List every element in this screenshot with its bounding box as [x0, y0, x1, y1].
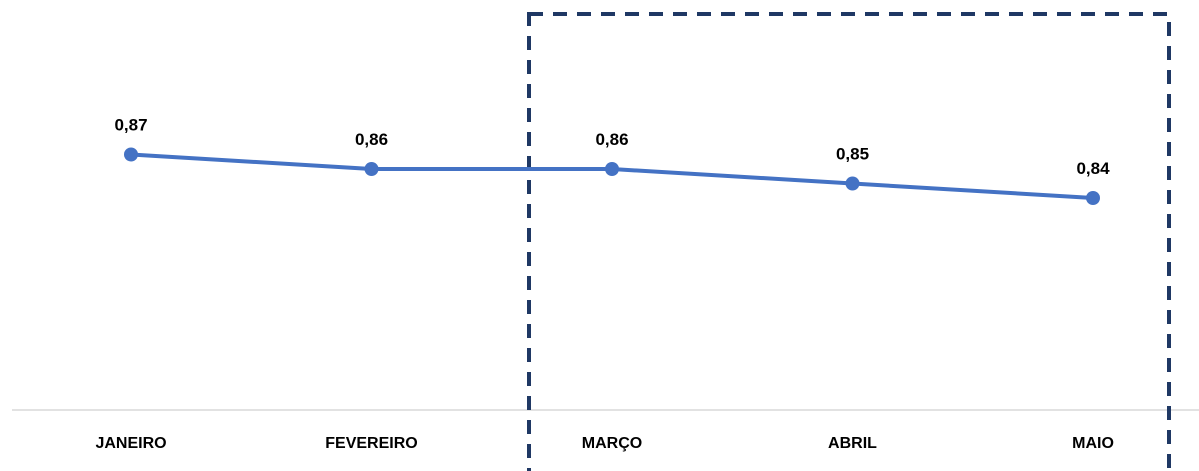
series-group — [124, 147, 1100, 205]
data-label-group: 0,87 0,86 0,86 0,85 0,84 — [114, 116, 1110, 179]
series-line — [130, 152, 1094, 200]
x-tick-label: MARÇO — [582, 435, 642, 452]
highlight-dashed-box — [527, 12, 1171, 471]
x-tick-label: JANEIRO — [95, 435, 166, 452]
data-point — [1086, 191, 1100, 205]
data-point — [364, 162, 379, 176]
data-point — [845, 176, 860, 191]
data-label: 0,85 — [836, 145, 869, 164]
x-tick-label: ABRIL — [828, 435, 877, 452]
data-label: 0,86 — [595, 130, 628, 149]
data-point — [605, 162, 619, 176]
data-label: 0,87 — [114, 116, 147, 135]
data-label: 0,84 — [1076, 159, 1110, 178]
data-point — [124, 147, 138, 162]
x-tick-label: FEVEREIRO — [325, 435, 417, 452]
x-tick-group: JANEIRO FEVEREIRO MARÇO ABRIL MAIO — [95, 435, 1113, 452]
x-tick-label: MAIO — [1072, 435, 1114, 452]
data-label: 0,86 — [355, 130, 388, 149]
